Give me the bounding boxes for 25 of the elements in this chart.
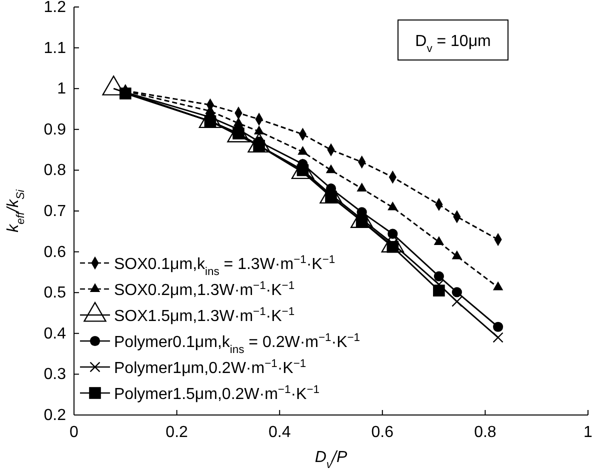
legend-label: SOX1.5μm,1.3W·m$^{−1}$·K$^{−1}$ bbox=[114, 306, 295, 325]
y-tick-label: 0.3 bbox=[44, 366, 66, 384]
annotation: D$_{v}$ = 10μm bbox=[415, 33, 491, 55]
x-axis-title: D$_{v}$/P bbox=[314, 449, 348, 470]
x-tick-label: 0.2 bbox=[166, 424, 188, 441]
x-tick-label: 0.8 bbox=[474, 424, 496, 441]
y-tick-label: 0.8 bbox=[44, 162, 66, 180]
legend-label: SOX0.1μm,k$_{ins}$ = 1.3W·m$^{−1}$·K$^{−1}$ bbox=[114, 254, 336, 278]
x-tick-label: 1 bbox=[584, 424, 593, 441]
legend-label: Polymer1.5μm,0.2W·m$^{−1}$·K$^{−1}$ bbox=[114, 384, 320, 403]
y-tick-label: 0.4 bbox=[44, 325, 66, 342]
legend-label: SOX0.2μm,1.3W·m$^{−1}$·K$^{−1}$ bbox=[114, 280, 295, 299]
y-tick-label: 0.5 bbox=[44, 284, 66, 302]
legend-label: Polymer0.1μm,k$_{ins}$ = 0.2W·m$^{−1}$·K$^{−1}$ bbox=[114, 332, 360, 356]
y-tick-label: 1.1 bbox=[44, 40, 66, 57]
y-tick-label: 0.7 bbox=[44, 203, 66, 220]
y-tick-label: 1.2 bbox=[44, 0, 66, 16]
x-tick-label: 0.6 bbox=[371, 424, 394, 441]
x-tick-label: 0 bbox=[70, 424, 79, 441]
legend-label: Polymer1μm,0.2W·m$^{−1}$·K$^{−1}$ bbox=[114, 358, 306, 377]
y-tick-label: 0.2 bbox=[44, 407, 66, 424]
y-tick-label: 1 bbox=[57, 80, 66, 98]
x-tick-label: 0.4 bbox=[268, 424, 291, 441]
y-tick-label: 0.9 bbox=[44, 121, 66, 138]
y-tick-label: 0.6 bbox=[44, 244, 66, 261]
